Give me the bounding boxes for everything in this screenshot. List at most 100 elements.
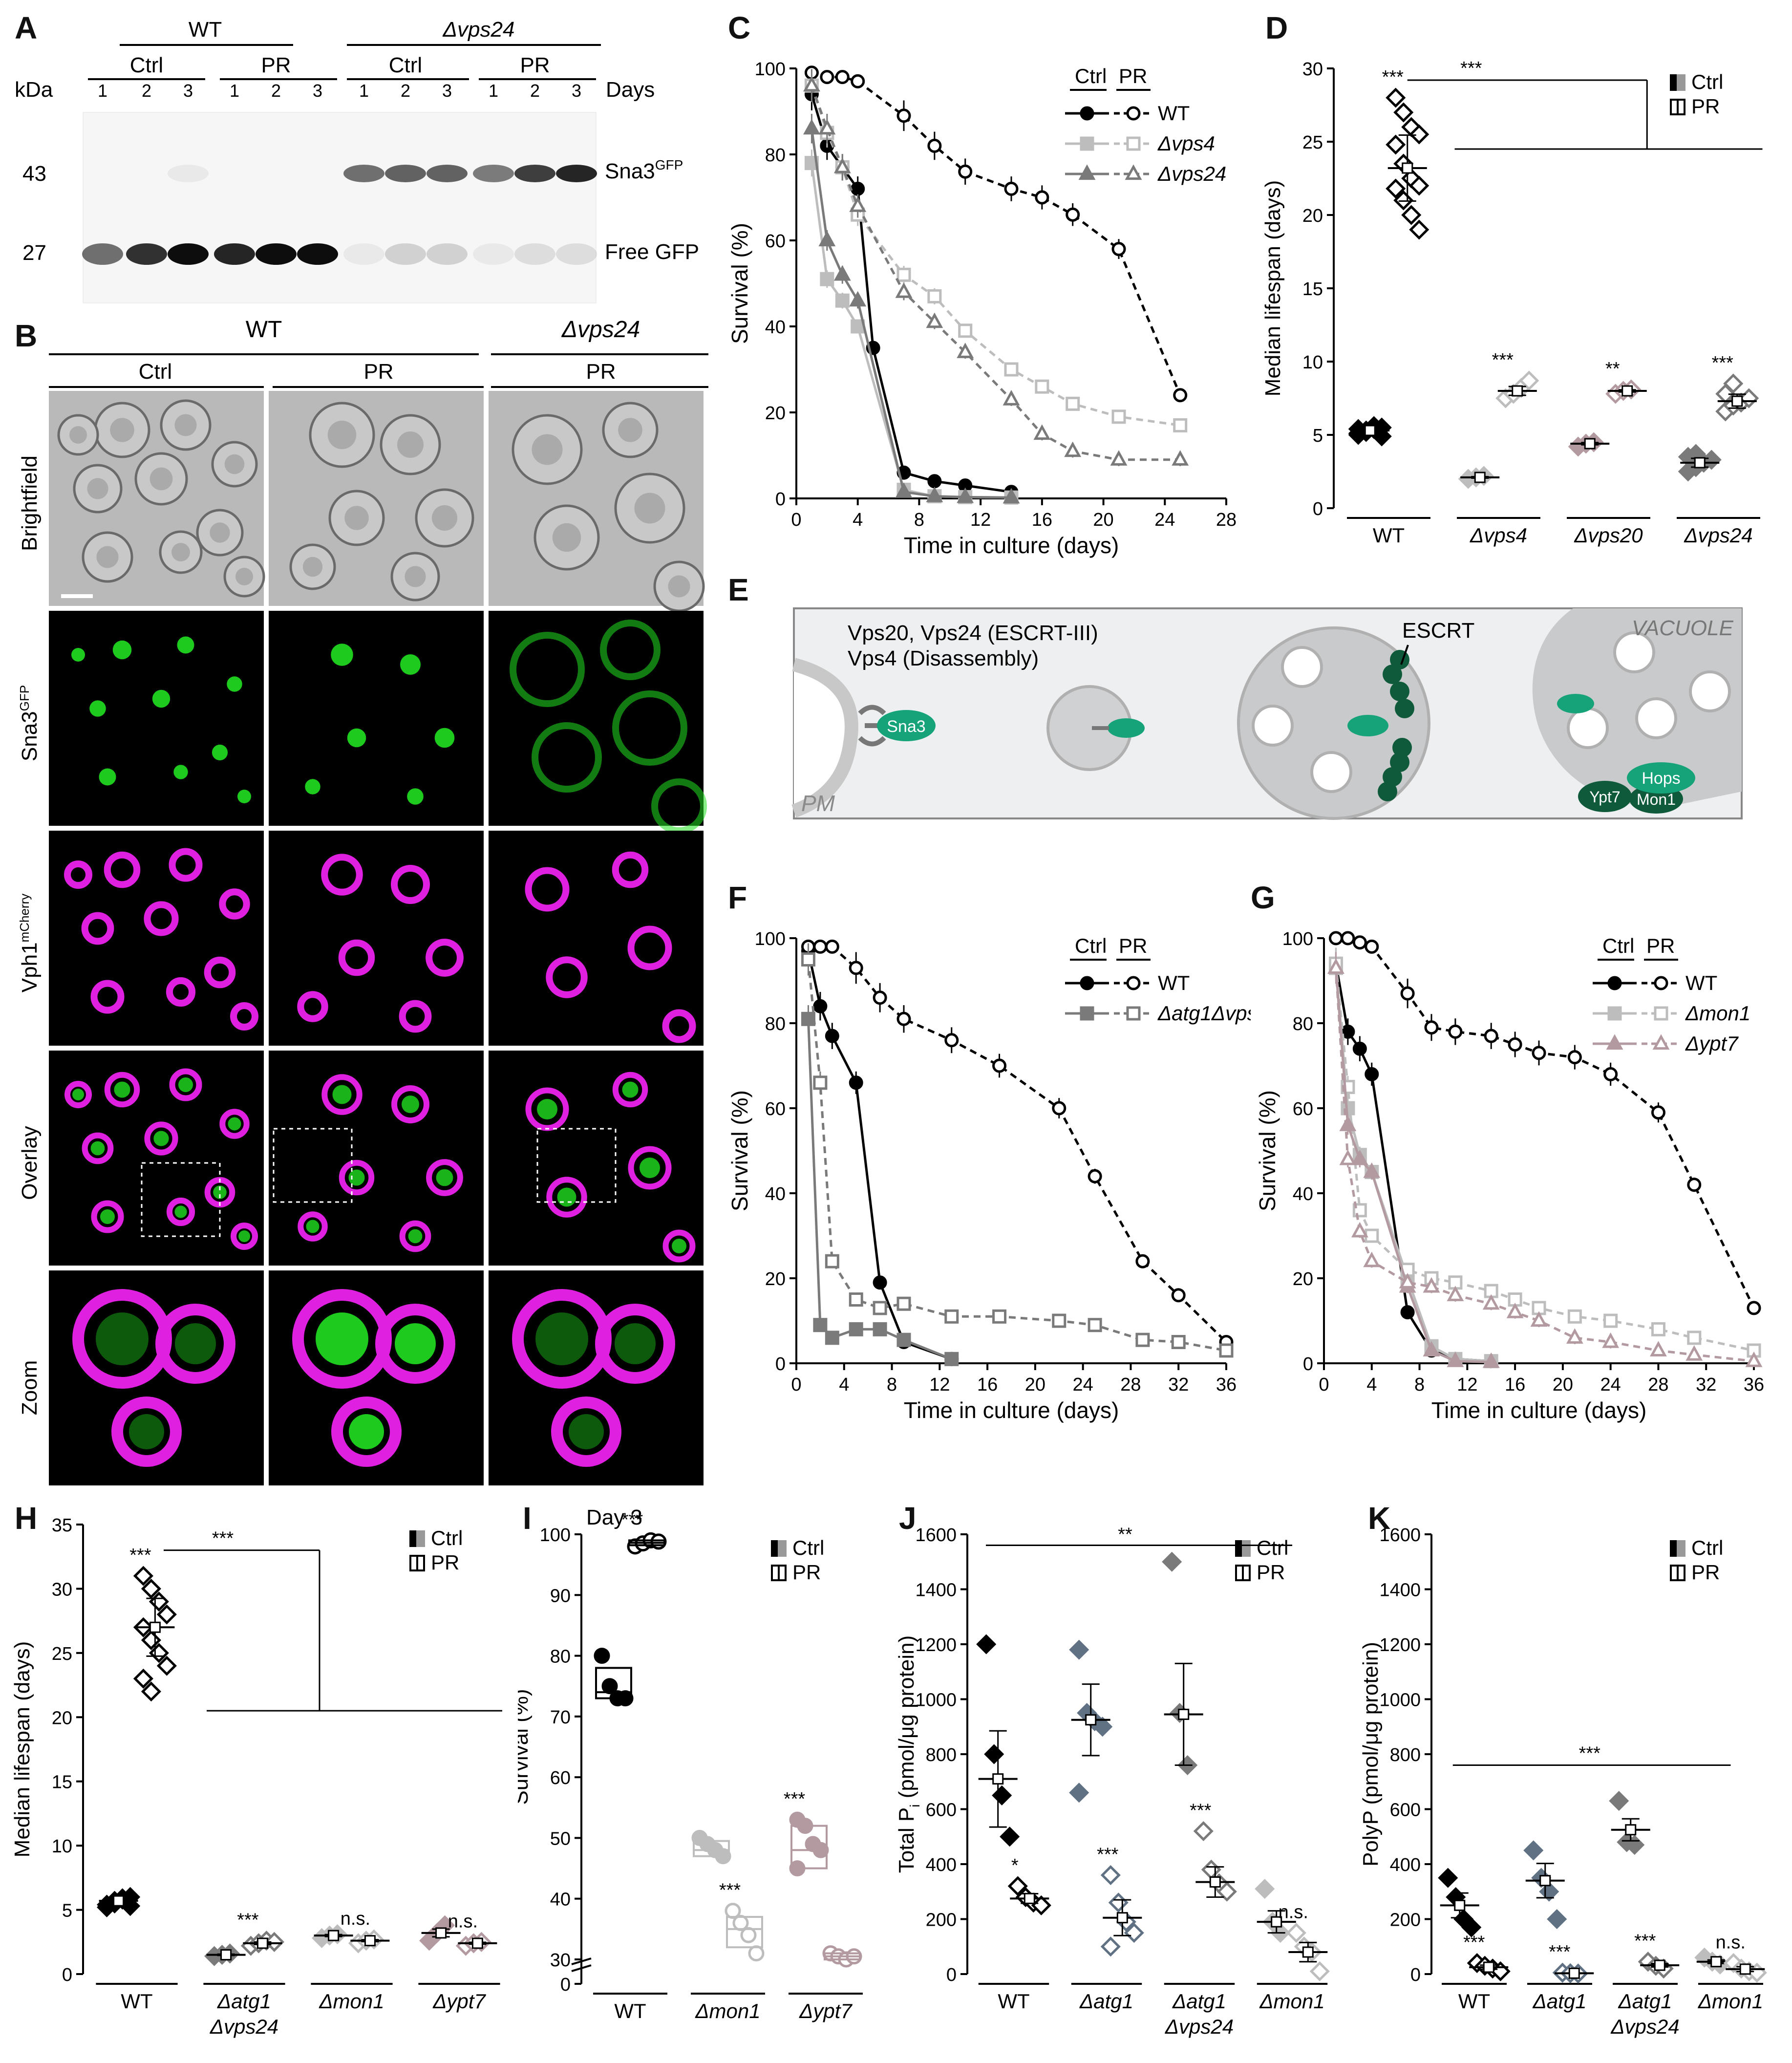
data-point [1351, 1149, 1368, 1165]
micro-tile-gfp-2 [489, 611, 707, 834]
significance-label: *** [1712, 353, 1734, 373]
data-point [1386, 134, 1406, 155]
data-point [849, 1322, 863, 1336]
y-tick-label: 30 [1302, 59, 1323, 80]
legend-swatch [1670, 74, 1679, 91]
legend-swatch [1677, 99, 1685, 115]
micro-zoom-core [316, 1312, 368, 1365]
micro-cell-overlay-core [100, 1209, 115, 1224]
legend-swatch [778, 1565, 787, 1581]
micro-cell-vacuole [397, 431, 424, 458]
y-axis-label: Total Pi (pmol/μg protein) [895, 1635, 922, 1873]
mean-marker [1625, 1824, 1637, 1836]
micro-cell-mcherry [144, 901, 179, 936]
data-point [849, 961, 863, 975]
blot-group-wt: WT [189, 18, 222, 42]
data-point [1171, 1335, 1186, 1349]
blot-kda-label: kDa [15, 78, 53, 102]
bracket-sig: *** [1460, 58, 1482, 79]
data-point [1401, 205, 1422, 225]
y-tick-label: 35 [52, 1515, 72, 1536]
category-label: Δvps24 [210, 2015, 278, 2038]
significance-label: *** [237, 1910, 259, 1931]
legend-swatch [416, 1555, 425, 1571]
data-point [1447, 1286, 1464, 1301]
x-tick-label: 0 [791, 510, 801, 530]
data-point [1092, 1717, 1113, 1737]
data-point [149, 1643, 169, 1663]
micro-cell-vacuole [235, 568, 253, 585]
x-tick-label: 32 [1696, 1375, 1716, 1395]
y-tick-label: 0 [1303, 1354, 1313, 1375]
significance-label: n.s. [448, 1911, 478, 1932]
data-point [1523, 1840, 1544, 1861]
legend-entry: PR [1691, 1561, 1720, 1584]
blot-lane-day: 3 [313, 81, 322, 101]
micro-group-wt: WT [246, 317, 282, 343]
data-point [1482, 1352, 1500, 1368]
data-point [1484, 1029, 1498, 1043]
micro-cell-overlay-core [213, 1185, 227, 1199]
schematic-vacuole: VACUOLE [1632, 616, 1734, 640]
data-point [818, 119, 836, 135]
data-point [1424, 1020, 1439, 1035]
x-tick-label: 28 [1120, 1375, 1141, 1395]
blot-band-upper [385, 165, 426, 182]
y-tick-label: 0 [775, 1354, 786, 1375]
data-point [1088, 1318, 1102, 1332]
x-tick-label: 16 [1505, 1375, 1525, 1395]
blot-ctrl-2: Ctrl [389, 53, 422, 77]
data-point [818, 231, 836, 247]
series-line [811, 85, 1181, 427]
micro-cell-gfp [177, 636, 194, 654]
y-tick-label: 100 [755, 929, 786, 949]
blot-band-lower [556, 243, 597, 265]
micro-cell-mcherry [169, 848, 203, 882]
significance-label: *** [1549, 1942, 1571, 1962]
significance-label: *** [621, 1509, 643, 1530]
blot-band-lower [82, 243, 123, 265]
micro-cell-vacuole [224, 454, 245, 474]
micro-cell-overlay-core [228, 1117, 241, 1131]
blot-lane-day: 2 [142, 81, 151, 101]
micro-zoom-box [141, 1162, 221, 1237]
blot-lane-day: 1 [230, 81, 239, 101]
legend-marker-pr [1126, 976, 1141, 990]
data-point [141, 1578, 161, 1599]
mean-marker [328, 1930, 340, 1941]
blot-membrane [83, 112, 597, 303]
chart-g-survival-mon1-ypt7: 0 20 40 60 80 100 0 4 8 12 16 20 24 28 32 36 Time in cul… [1255, 929, 1764, 1423]
micro-cell-vacuole [87, 478, 108, 499]
x-tick-label: 8 [1414, 1375, 1425, 1395]
data-point [927, 289, 942, 303]
significance-label: *** [1634, 1931, 1656, 1952]
legend-swatch [1677, 1565, 1685, 1581]
legend-entry: Ctrl [431, 1526, 463, 1549]
micro-cell-vacuole [149, 467, 173, 491]
micro-cell-gfp [152, 689, 171, 708]
significance-label: *** [1463, 1933, 1485, 1953]
micro-cell-vacuole [344, 506, 369, 530]
y-axis-label-main: Total P [895, 1807, 918, 1873]
category-label: Δmon1 [695, 1999, 760, 2022]
legend-swatch [1242, 1540, 1251, 1557]
y-tick-label: 1600 [915, 1525, 957, 1546]
y-tick-label: 25 [1302, 132, 1323, 153]
blot-band-lower [168, 243, 209, 265]
x-tick-label: 20 [1025, 1375, 1045, 1395]
data-point [944, 1033, 959, 1048]
x-tick-label: 4 [839, 1375, 849, 1395]
data-point [1172, 450, 1189, 466]
x-tick-label: 28 [1216, 510, 1237, 530]
data-point [1448, 1024, 1463, 1039]
micro-cell-overlay-ring [612, 1072, 648, 1108]
data-point [1124, 1923, 1144, 1943]
data-point [926, 487, 943, 502]
y-tick-label: 1600 [1379, 1525, 1421, 1546]
data-point [801, 952, 815, 967]
micro-tile-bg [49, 611, 264, 826]
y-tick-label: 800 [1390, 1745, 1421, 1765]
data-point [1386, 178, 1406, 199]
y-tick-label: 1200 [1379, 1635, 1421, 1655]
y-tick-label: 40 [765, 1184, 786, 1204]
